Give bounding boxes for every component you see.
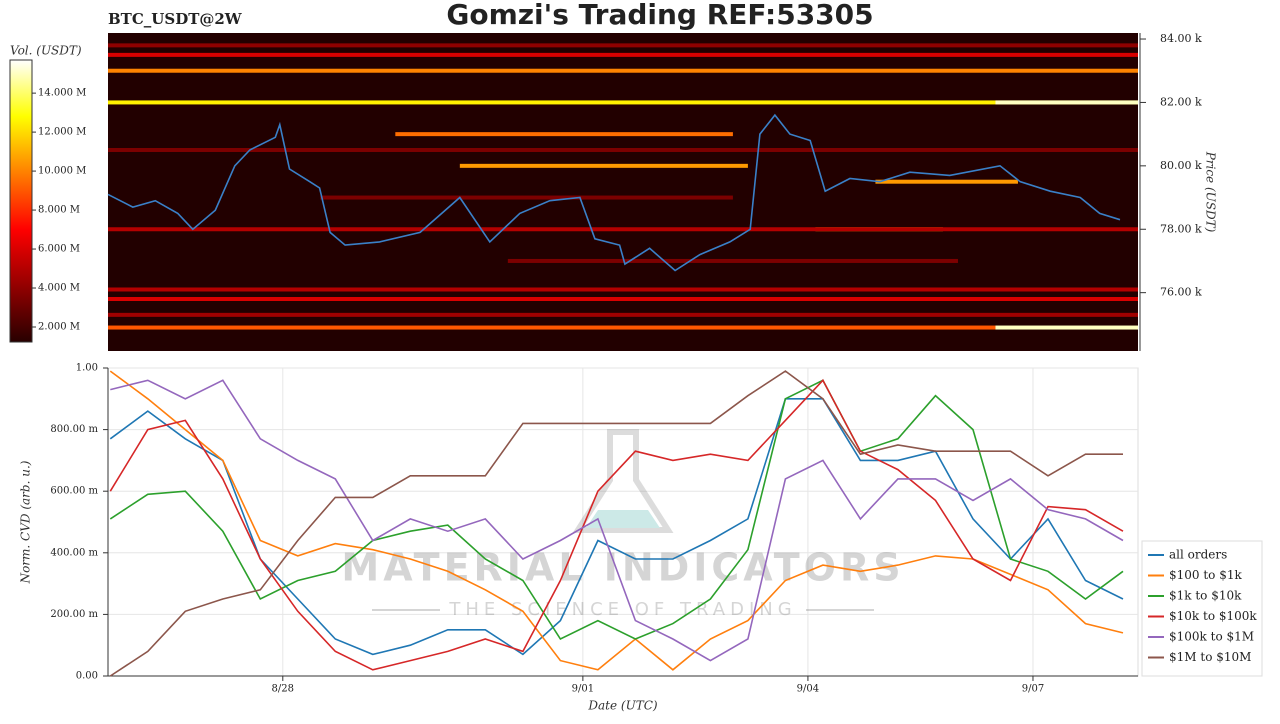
heatmap-band — [108, 287, 1138, 292]
y-tick-label: 76.00 k — [1160, 286, 1202, 299]
heatmap-band — [995, 325, 1138, 330]
y-axis-label: Price (USDT) — [1204, 151, 1218, 233]
series-line — [109, 370, 1123, 677]
series-line — [109, 379, 1124, 641]
y-tick-label: 400.00 m — [50, 547, 98, 558]
legend-label: $100 to $1k — [1169, 568, 1242, 582]
plot-area — [107, 367, 1139, 677]
price-line — [107, 113, 1121, 272]
heatmap-band — [108, 297, 1138, 302]
y-tick-label: 200.00 m — [50, 609, 98, 620]
watermark-icon — [586, 510, 660, 528]
legend-label: $100k to $1M — [1169, 630, 1254, 644]
colorbar-tick-label: 6.000 M — [38, 244, 80, 255]
heatmap-band — [459, 163, 748, 168]
y-tick-label: 1.00 — [76, 363, 98, 374]
colorbar-tick-label: 4.000 M — [38, 283, 80, 294]
heatmap-band — [108, 100, 1138, 105]
heatmap-band — [108, 43, 1138, 48]
heatmap-band — [395, 132, 733, 137]
series-line — [110, 379, 1124, 662]
legend: all orders $100 to $1k $1k to $10k $10k to … — [1141, 540, 1263, 677]
x-tick-label: 9/01 — [572, 684, 594, 695]
heatmap-band — [995, 100, 1138, 105]
heatmap-band — [108, 312, 1138, 317]
x-tick-label: 9/07 — [1022, 684, 1044, 695]
x-axis-label: Date (UTC) — [587, 699, 657, 713]
colorbar-tick-label: 8.000 M — [38, 205, 80, 216]
colorbar — [9, 59, 33, 343]
y-axis-label: Norm. CVD (arb. u.) — [19, 460, 33, 584]
legend-box — [1141, 540, 1263, 677]
colorbar-tick-label: 14.000 M — [38, 88, 86, 99]
y-tick-label: 800.00 m — [50, 424, 98, 435]
y-tick-label: 84.00 k — [1160, 32, 1202, 45]
series-line — [109, 398, 1124, 656]
legend-label: $1k to $10k — [1169, 589, 1242, 603]
legend-label: $1M to $10M — [1169, 650, 1251, 664]
heatmap-background — [108, 33, 1138, 351]
legend-label: $10k to $100k — [1169, 609, 1257, 623]
heatmap-band — [108, 52, 1138, 57]
heatmap-band — [108, 227, 1138, 232]
heatmap-band — [507, 258, 958, 263]
y-tick-label: 0.00 — [76, 671, 98, 682]
x-tick-label: 8/28 — [272, 684, 294, 695]
y-tick-label: 82.00 k — [1160, 95, 1202, 108]
heatmap-band — [875, 179, 1018, 184]
series-line — [109, 378, 1124, 671]
heatmap-band — [320, 195, 733, 200]
heatmap-band — [108, 68, 1138, 73]
colorbar-tick-label: 12.000 M — [38, 127, 86, 138]
y-tick-label: 78.00 k — [1160, 222, 1202, 235]
legend-label: all orders — [1169, 548, 1227, 562]
y-tick-label: 80.00 k — [1160, 159, 1202, 172]
watermark-subtitle: THE SCIENCE OF TRADING — [448, 599, 796, 620]
colorbar-tick-label: 10.000 M — [38, 166, 86, 177]
watermark-icon — [572, 429, 674, 533]
series-line — [109, 370, 1124, 671]
chart-title: Gomzi's Trading REF:53305 — [446, 0, 873, 31]
x-tick-label: 9/04 — [797, 684, 819, 695]
chart-subtitle: BTC_USDT@2W — [108, 10, 243, 28]
heatmap-band — [108, 147, 1138, 152]
y-tick-label: 600.00 m — [50, 486, 98, 497]
colorbar-label: Vol. (USDT) — [10, 44, 82, 58]
heatmap-band — [108, 325, 996, 330]
colorbar-tick-label: 2.000 M — [38, 321, 80, 332]
